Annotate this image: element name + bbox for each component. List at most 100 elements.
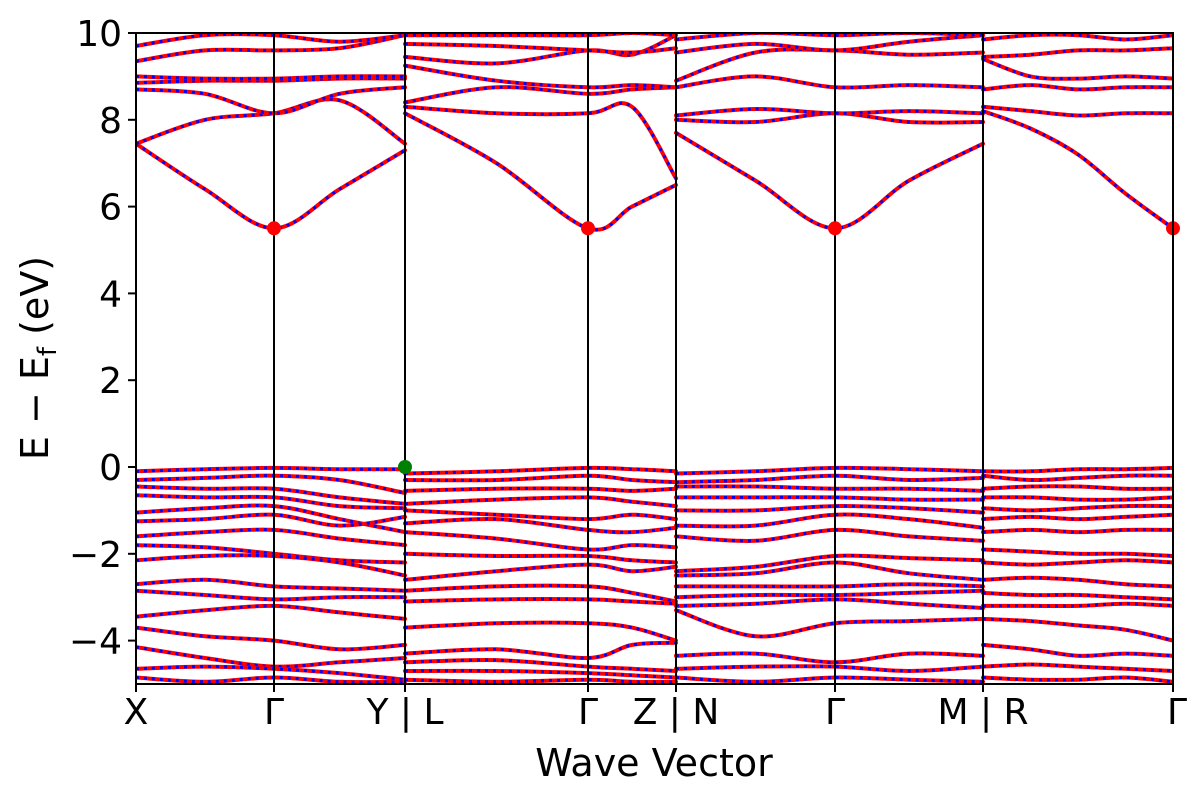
valence-band-dash bbox=[982, 643, 1173, 658]
valence-band-dash bbox=[404, 621, 677, 643]
valence-band-dash bbox=[675, 513, 984, 530]
valence-band-dash bbox=[675, 651, 984, 664]
valence-band-dash bbox=[982, 617, 1173, 643]
conduction-band-line bbox=[136, 141, 407, 231]
valence-band-dash bbox=[982, 484, 1173, 491]
valence-band-line bbox=[403, 473, 678, 485]
valence-band-line bbox=[403, 677, 678, 684]
x-tick-label: Γ bbox=[578, 692, 598, 733]
valence-band-dash bbox=[982, 474, 1173, 482]
conduction-band-dash bbox=[982, 109, 1173, 230]
cbm-marker bbox=[828, 221, 842, 236]
x-tick-label: Z | N bbox=[633, 692, 720, 733]
conduction-band-dash bbox=[404, 111, 677, 232]
y-axis-title-subscript: f bbox=[33, 346, 63, 356]
conduction-band-dash bbox=[404, 85, 677, 104]
y-tick-label: 10 bbox=[76, 14, 122, 55]
valence-band-dash bbox=[675, 484, 984, 493]
valence-band-dash bbox=[675, 528, 984, 543]
valence-band-dash bbox=[982, 466, 1173, 473]
conduction-band-dash bbox=[982, 57, 1173, 81]
valence-band-dash bbox=[675, 589, 984, 599]
conduction-band-dash bbox=[675, 47, 984, 83]
valence-band-dash bbox=[982, 513, 1173, 521]
x-axis-title: Wave Vector bbox=[535, 741, 773, 785]
valence-band-line bbox=[403, 486, 678, 493]
valence-band-dash bbox=[982, 528, 1173, 534]
conduction-band-dash bbox=[982, 83, 1173, 91]
valence-band-dash bbox=[982, 558, 1173, 567]
y-tick-label: 6 bbox=[99, 188, 122, 229]
valence-band-line bbox=[403, 465, 678, 476]
plot-frame bbox=[135, 32, 1174, 685]
valence-band-dash bbox=[676, 582, 984, 589]
conduction-band-line bbox=[674, 130, 985, 231]
valence-band-line bbox=[403, 495, 678, 509]
conduction-band-dash bbox=[404, 64, 677, 89]
conduction-band-dash bbox=[675, 107, 984, 117]
conduction-band-dash bbox=[982, 33, 1173, 42]
y-tick-label: −2 bbox=[69, 535, 122, 576]
y-tick-label: 0 bbox=[99, 448, 122, 489]
valence-band-dash bbox=[982, 548, 1173, 558]
valence-band-dash bbox=[675, 554, 984, 573]
conduction-band-dash bbox=[982, 105, 1173, 118]
valence-band-dash bbox=[404, 530, 677, 552]
valence-band-dash bbox=[675, 597, 984, 610]
valence-band-line bbox=[136, 625, 407, 652]
valence-band-line bbox=[674, 608, 985, 639]
conduction-band-dash bbox=[136, 97, 406, 146]
conduction-band-line bbox=[136, 97, 407, 146]
valence-band-dash bbox=[136, 645, 406, 669]
conduction-band-line bbox=[403, 41, 678, 55]
y-axis-title-unit: (eV) bbox=[13, 256, 57, 347]
conduction-band-line bbox=[981, 57, 1173, 81]
conduction-band-dash bbox=[982, 46, 1173, 59]
x-tick-label: M | R bbox=[937, 692, 1028, 733]
valence-band-dash bbox=[983, 602, 1173, 608]
valence-band-dash bbox=[675, 466, 984, 475]
conduction-band-line bbox=[981, 109, 1173, 231]
conduction-band-dash bbox=[675, 33, 984, 54]
valence-band-dash bbox=[404, 563, 677, 582]
valence-band-line bbox=[674, 560, 985, 582]
valence-band-dash bbox=[982, 576, 1173, 588]
valence-band-dash bbox=[404, 517, 677, 534]
valence-band-dash bbox=[404, 641, 677, 660]
valence-band-line bbox=[403, 597, 678, 606]
x-tick-label: Γ bbox=[1167, 692, 1187, 733]
valence-band-dash bbox=[982, 662, 1173, 673]
conduction-band-line bbox=[403, 111, 678, 232]
valence-band-dash bbox=[982, 675, 1173, 684]
y-tick-label: 4 bbox=[99, 274, 122, 315]
conduction-band-dash bbox=[675, 131, 984, 230]
conduction-band-dash bbox=[404, 101, 678, 180]
valence-band-line bbox=[136, 543, 407, 565]
x-tick-label: Γ bbox=[264, 692, 284, 733]
valence-band-line bbox=[403, 551, 678, 565]
valence-band-line bbox=[403, 620, 678, 643]
valence-band-line bbox=[403, 583, 678, 604]
cbm-marker bbox=[581, 221, 595, 236]
extrema-markers bbox=[267, 221, 1180, 474]
valence-band-dash bbox=[675, 675, 984, 684]
cbm-marker bbox=[267, 221, 281, 236]
x-axis-ticks: X Γ Y | L Γ Z | N Γ M | R Γ bbox=[124, 684, 1187, 733]
k-path-lines bbox=[273, 33, 984, 684]
y-axis-ticks: 10 8 6 4 2 0 −2 −4 bbox=[69, 14, 136, 663]
x-tick-label: Y | L bbox=[365, 692, 443, 733]
valence-band-dash bbox=[675, 664, 984, 673]
valence-band-dash bbox=[675, 474, 984, 484]
valence-band-dash bbox=[982, 591, 1173, 601]
conduction-band-dash bbox=[675, 111, 984, 125]
valence-band-line bbox=[403, 657, 678, 673]
y-tick-label: 8 bbox=[99, 101, 122, 142]
y-axis-title-main: E − E bbox=[13, 356, 57, 460]
valence-band-line bbox=[136, 527, 407, 548]
x-tick-label: X bbox=[124, 692, 149, 733]
valence-band-line bbox=[403, 508, 678, 522]
vbm-marker bbox=[398, 460, 412, 474]
bands-layer bbox=[136, 33, 1173, 684]
valence-band-dash bbox=[982, 504, 1173, 512]
